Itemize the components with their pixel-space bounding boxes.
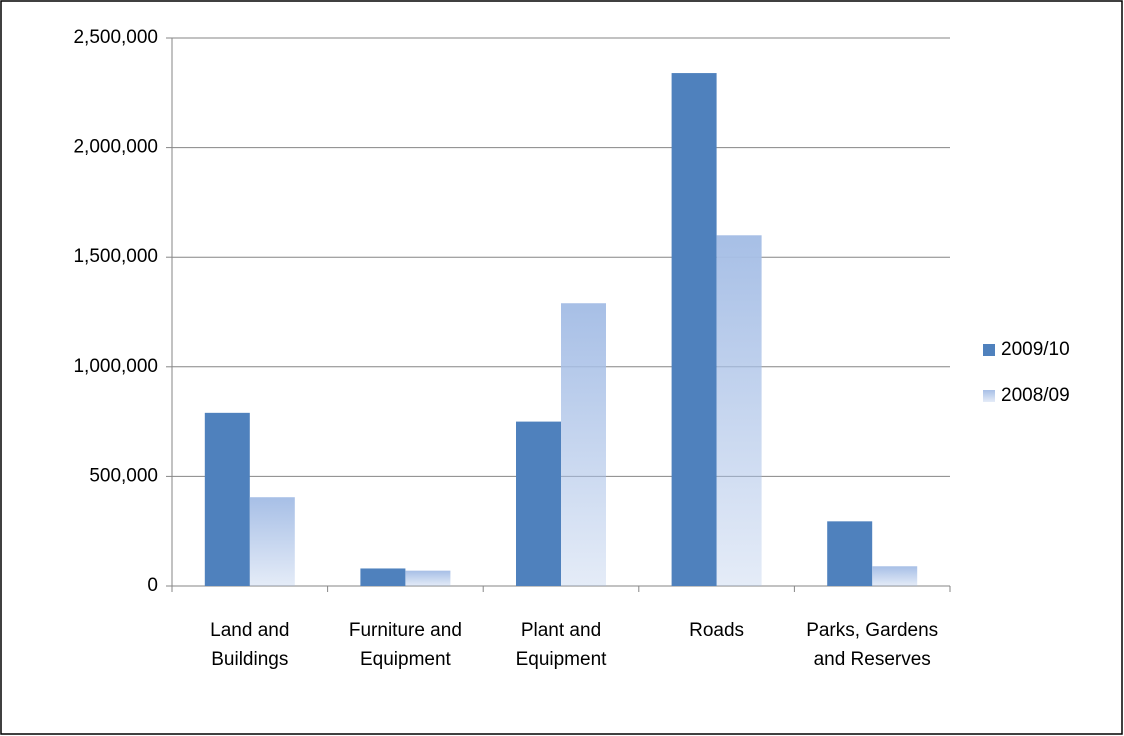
x-tick-label: Land and Buildings: [210, 620, 290, 670]
legend-label: 2008/09: [1001, 385, 1070, 406]
bar: [561, 303, 606, 586]
x-tick-label: Furniture and Equipment: [348, 620, 462, 670]
y-tick-label: 0: [147, 575, 158, 596]
bar: [360, 568, 406, 586]
bar: [405, 570, 451, 586]
bar: [204, 412, 250, 586]
legend-swatch: [983, 344, 995, 356]
bar: [249, 497, 295, 586]
bar: [872, 566, 918, 586]
legend-label: 2009/10: [1001, 339, 1070, 360]
x-tick-label: Plant and Equipment: [515, 620, 607, 670]
x-tick-label: Parks, Gardens and Reserves: [806, 620, 939, 670]
y-tick-label: 500,000: [89, 465, 158, 486]
legend-swatch: [983, 390, 995, 402]
bar: [516, 421, 561, 586]
y-tick-label: 2,500,000: [73, 27, 158, 48]
y-tick-label: 1,000,000: [73, 356, 158, 377]
x-tick-label: Roads: [689, 620, 745, 641]
bar: [716, 235, 762, 586]
bar: [671, 73, 717, 586]
bar: [827, 521, 873, 586]
y-tick-label: 2,000,000: [73, 137, 158, 158]
y-tick-label: 1,500,000: [73, 246, 158, 267]
